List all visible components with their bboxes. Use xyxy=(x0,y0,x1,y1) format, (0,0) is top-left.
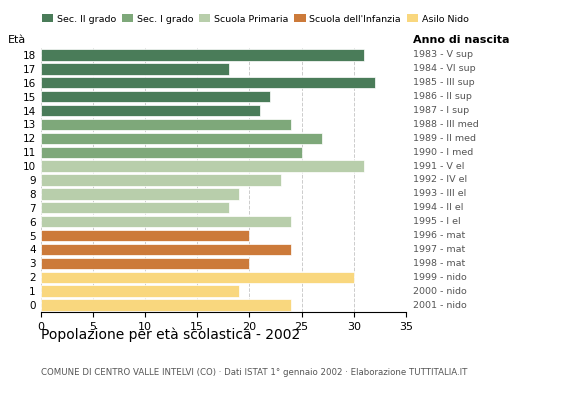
Bar xyxy=(41,188,239,200)
Text: Popolazione per età scolastica - 2002: Popolazione per età scolastica - 2002 xyxy=(41,328,300,342)
Legend: Sec. II grado, Sec. I grado, Scuola Primaria, Scuola dell'Infanzia, Asilo Nido: Sec. II grado, Sec. I grado, Scuola Prim… xyxy=(38,11,473,28)
Text: 1993 - III el: 1993 - III el xyxy=(414,189,466,198)
Bar xyxy=(41,119,291,130)
Text: 1983 - V sup: 1983 - V sup xyxy=(414,50,473,60)
Bar xyxy=(41,174,281,186)
Text: 1984 - VI sup: 1984 - VI sup xyxy=(414,64,476,73)
Bar xyxy=(41,286,239,297)
Bar xyxy=(41,105,260,116)
Bar xyxy=(41,49,364,61)
Text: 1999 - nido: 1999 - nido xyxy=(414,273,467,282)
Text: 1988 - III med: 1988 - III med xyxy=(414,120,479,129)
Text: 1994 - II el: 1994 - II el xyxy=(414,203,463,212)
Text: 1991 - V el: 1991 - V el xyxy=(414,162,465,171)
Text: 2001 - nido: 2001 - nido xyxy=(414,300,467,310)
Text: 1989 - II med: 1989 - II med xyxy=(414,134,476,143)
Bar xyxy=(41,63,229,74)
Text: Anno di nascita: Anno di nascita xyxy=(414,35,510,45)
Text: 1990 - I med: 1990 - I med xyxy=(414,148,473,157)
Bar xyxy=(41,272,354,283)
Bar xyxy=(41,216,291,227)
Bar xyxy=(41,202,229,214)
Bar xyxy=(41,299,291,311)
Bar xyxy=(41,146,302,158)
Text: 1997 - mat: 1997 - mat xyxy=(414,245,466,254)
Text: 1995 - I el: 1995 - I el xyxy=(414,217,461,226)
Text: 1996 - mat: 1996 - mat xyxy=(414,231,466,240)
Text: 1987 - I sup: 1987 - I sup xyxy=(414,106,469,115)
Bar xyxy=(41,133,322,144)
Bar xyxy=(41,258,249,269)
Text: Età: Età xyxy=(8,35,26,45)
Text: 1986 - II sup: 1986 - II sup xyxy=(414,92,472,101)
Text: 1992 - IV el: 1992 - IV el xyxy=(414,176,467,184)
Bar xyxy=(41,230,249,241)
Text: 1985 - III sup: 1985 - III sup xyxy=(414,78,475,87)
Bar xyxy=(41,160,364,172)
Bar xyxy=(41,91,270,102)
Bar xyxy=(41,244,291,255)
Text: COMUNE DI CENTRO VALLE INTELVI (CO) · Dati ISTAT 1° gennaio 2002 · Elaborazione : COMUNE DI CENTRO VALLE INTELVI (CO) · Da… xyxy=(41,368,467,377)
Bar xyxy=(41,77,375,88)
Text: 1998 - mat: 1998 - mat xyxy=(414,259,466,268)
Text: 2000 - nido: 2000 - nido xyxy=(414,287,467,296)
